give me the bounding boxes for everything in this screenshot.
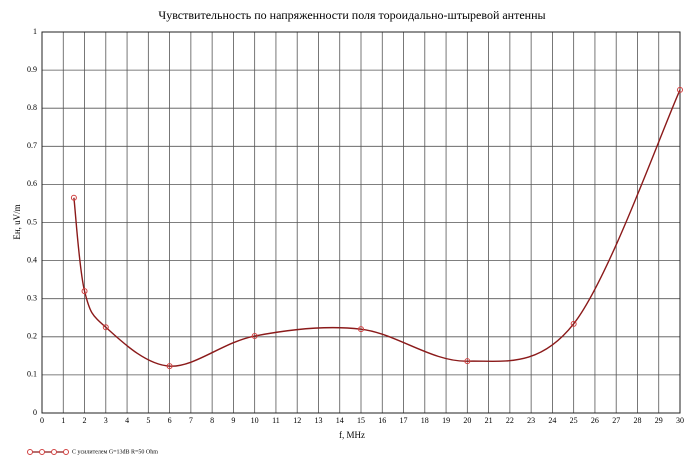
marker — [81, 288, 88, 295]
marker — [102, 324, 109, 331]
marker — [677, 86, 683, 93]
y-tick-label: 0.6 — [27, 179, 37, 188]
y-tick-label: 0 — [33, 408, 37, 417]
legend-marker — [27, 449, 33, 455]
x-tick-label: 9 — [231, 416, 235, 425]
y-tick-label: 0.4 — [27, 255, 37, 264]
x-tick-label: 5 — [146, 416, 150, 425]
x-tick-label: 2 — [83, 416, 87, 425]
plot-border — [41, 31, 681, 414]
x-tick-label: 27 — [612, 416, 620, 425]
x-tick-label: 24 — [548, 416, 556, 425]
y-tick-label: 0.2 — [27, 332, 37, 341]
marker — [251, 333, 258, 340]
y-tick-label: 0.5 — [27, 217, 37, 226]
x-tick-label: 12 — [293, 416, 301, 425]
x-tick-label: 29 — [655, 416, 663, 425]
legend-marker — [51, 449, 57, 455]
y-tick-label: 0.3 — [27, 294, 37, 303]
legend-marker — [39, 449, 45, 455]
x-tick-label: 28 — [633, 416, 641, 425]
x-tick-label: 23 — [527, 416, 535, 425]
x-tick-label: 7 — [189, 416, 193, 425]
marker — [70, 194, 77, 201]
x-tick-label: 11 — [272, 416, 280, 425]
x-tick-label: 0 — [40, 416, 44, 425]
y-tick-label: 0.1 — [27, 370, 37, 379]
x-tick-label: 17 — [400, 416, 408, 425]
x-tick-label: 3 — [104, 416, 108, 425]
legend-label: С усилителем G=13dB R=50 Ohm — [72, 449, 158, 455]
legend-marker — [63, 449, 69, 455]
x-axis-label: f, MHz — [339, 430, 365, 440]
x-tick-label: 26 — [591, 416, 599, 425]
x-tick-label: 10 — [251, 416, 259, 425]
x-tick-label: 13 — [314, 416, 322, 425]
marker — [358, 326, 364, 333]
y-axis-label: Eн, uV/m — [12, 204, 22, 239]
x-tick-label: 22 — [506, 416, 514, 425]
x-tick-label: 8 — [210, 416, 214, 425]
x-tick-label: 25 — [570, 416, 578, 425]
y-tick-label: 0.8 — [27, 103, 37, 112]
chart-title: Чувствительность по напряженности поля т… — [158, 8, 545, 22]
x-tick-label: 16 — [378, 416, 386, 425]
y-tick-label: 0.9 — [27, 65, 37, 74]
x-tick-label: 1 — [61, 416, 65, 425]
series-line — [73, 89, 681, 367]
x-tick-label: 20 — [463, 416, 471, 425]
x-tick-label: 21 — [485, 416, 493, 425]
x-tick-label: 30 — [676, 416, 684, 425]
x-tick-label: 6 — [168, 416, 172, 425]
x-tick-label: 14 — [336, 416, 344, 425]
x-tick-label: 18 — [421, 416, 429, 425]
marker — [464, 358, 471, 365]
marker — [570, 320, 577, 327]
y-tick-label: 1 — [33, 27, 37, 36]
x-tick-label: 4 — [125, 416, 129, 425]
y-tick-label: 0.7 — [27, 141, 37, 150]
x-tick-label: 15 — [357, 416, 365, 425]
x-tick-label: 19 — [442, 416, 450, 425]
marker — [166, 363, 173, 370]
